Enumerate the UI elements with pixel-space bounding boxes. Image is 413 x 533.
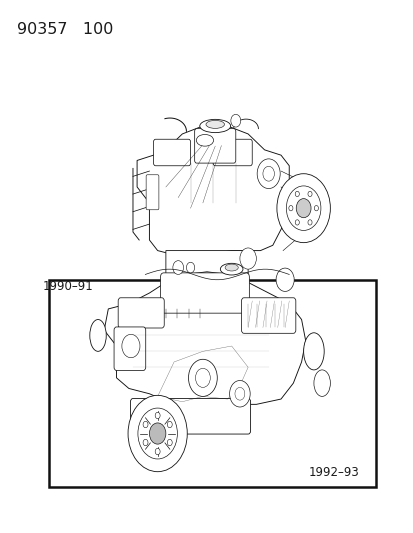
Circle shape — [307, 220, 311, 225]
FancyBboxPatch shape — [114, 327, 145, 370]
Text: 1992–93: 1992–93 — [308, 466, 358, 479]
Circle shape — [149, 423, 166, 444]
Circle shape — [167, 421, 172, 427]
FancyBboxPatch shape — [153, 139, 190, 166]
Circle shape — [195, 368, 210, 387]
Circle shape — [138, 408, 177, 459]
Ellipse shape — [303, 333, 323, 370]
Polygon shape — [137, 126, 293, 256]
Circle shape — [239, 248, 256, 269]
Circle shape — [296, 199, 310, 217]
FancyBboxPatch shape — [213, 139, 252, 166]
Circle shape — [143, 421, 148, 427]
Ellipse shape — [225, 264, 237, 271]
Circle shape — [262, 166, 274, 181]
Ellipse shape — [206, 120, 224, 128]
Ellipse shape — [313, 370, 330, 397]
FancyBboxPatch shape — [160, 273, 249, 313]
Bar — [49, 280, 375, 487]
Circle shape — [155, 448, 160, 455]
Circle shape — [256, 159, 280, 189]
Circle shape — [143, 439, 148, 446]
Circle shape — [167, 439, 172, 446]
Text: 90357   100: 90357 100 — [17, 21, 113, 37]
Circle shape — [121, 334, 140, 358]
Circle shape — [188, 359, 217, 397]
Circle shape — [288, 206, 292, 211]
FancyBboxPatch shape — [130, 399, 250, 434]
Circle shape — [128, 395, 187, 472]
FancyBboxPatch shape — [118, 298, 164, 328]
Circle shape — [275, 268, 294, 292]
Circle shape — [186, 262, 194, 273]
Circle shape — [230, 114, 240, 127]
Polygon shape — [104, 272, 305, 405]
Circle shape — [276, 174, 330, 243]
Text: 1990–91: 1990–91 — [43, 280, 93, 293]
Circle shape — [286, 186, 320, 230]
Circle shape — [229, 381, 249, 407]
Circle shape — [155, 413, 160, 419]
Circle shape — [294, 191, 299, 197]
Circle shape — [307, 191, 311, 197]
FancyBboxPatch shape — [241, 298, 295, 333]
Ellipse shape — [199, 119, 230, 133]
Circle shape — [235, 387, 244, 400]
Ellipse shape — [90, 319, 106, 351]
FancyBboxPatch shape — [194, 128, 235, 163]
Ellipse shape — [220, 263, 242, 275]
Circle shape — [313, 206, 318, 211]
Circle shape — [294, 220, 299, 225]
Polygon shape — [166, 251, 247, 285]
Circle shape — [173, 261, 183, 274]
Ellipse shape — [196, 134, 213, 146]
FancyBboxPatch shape — [146, 175, 159, 210]
